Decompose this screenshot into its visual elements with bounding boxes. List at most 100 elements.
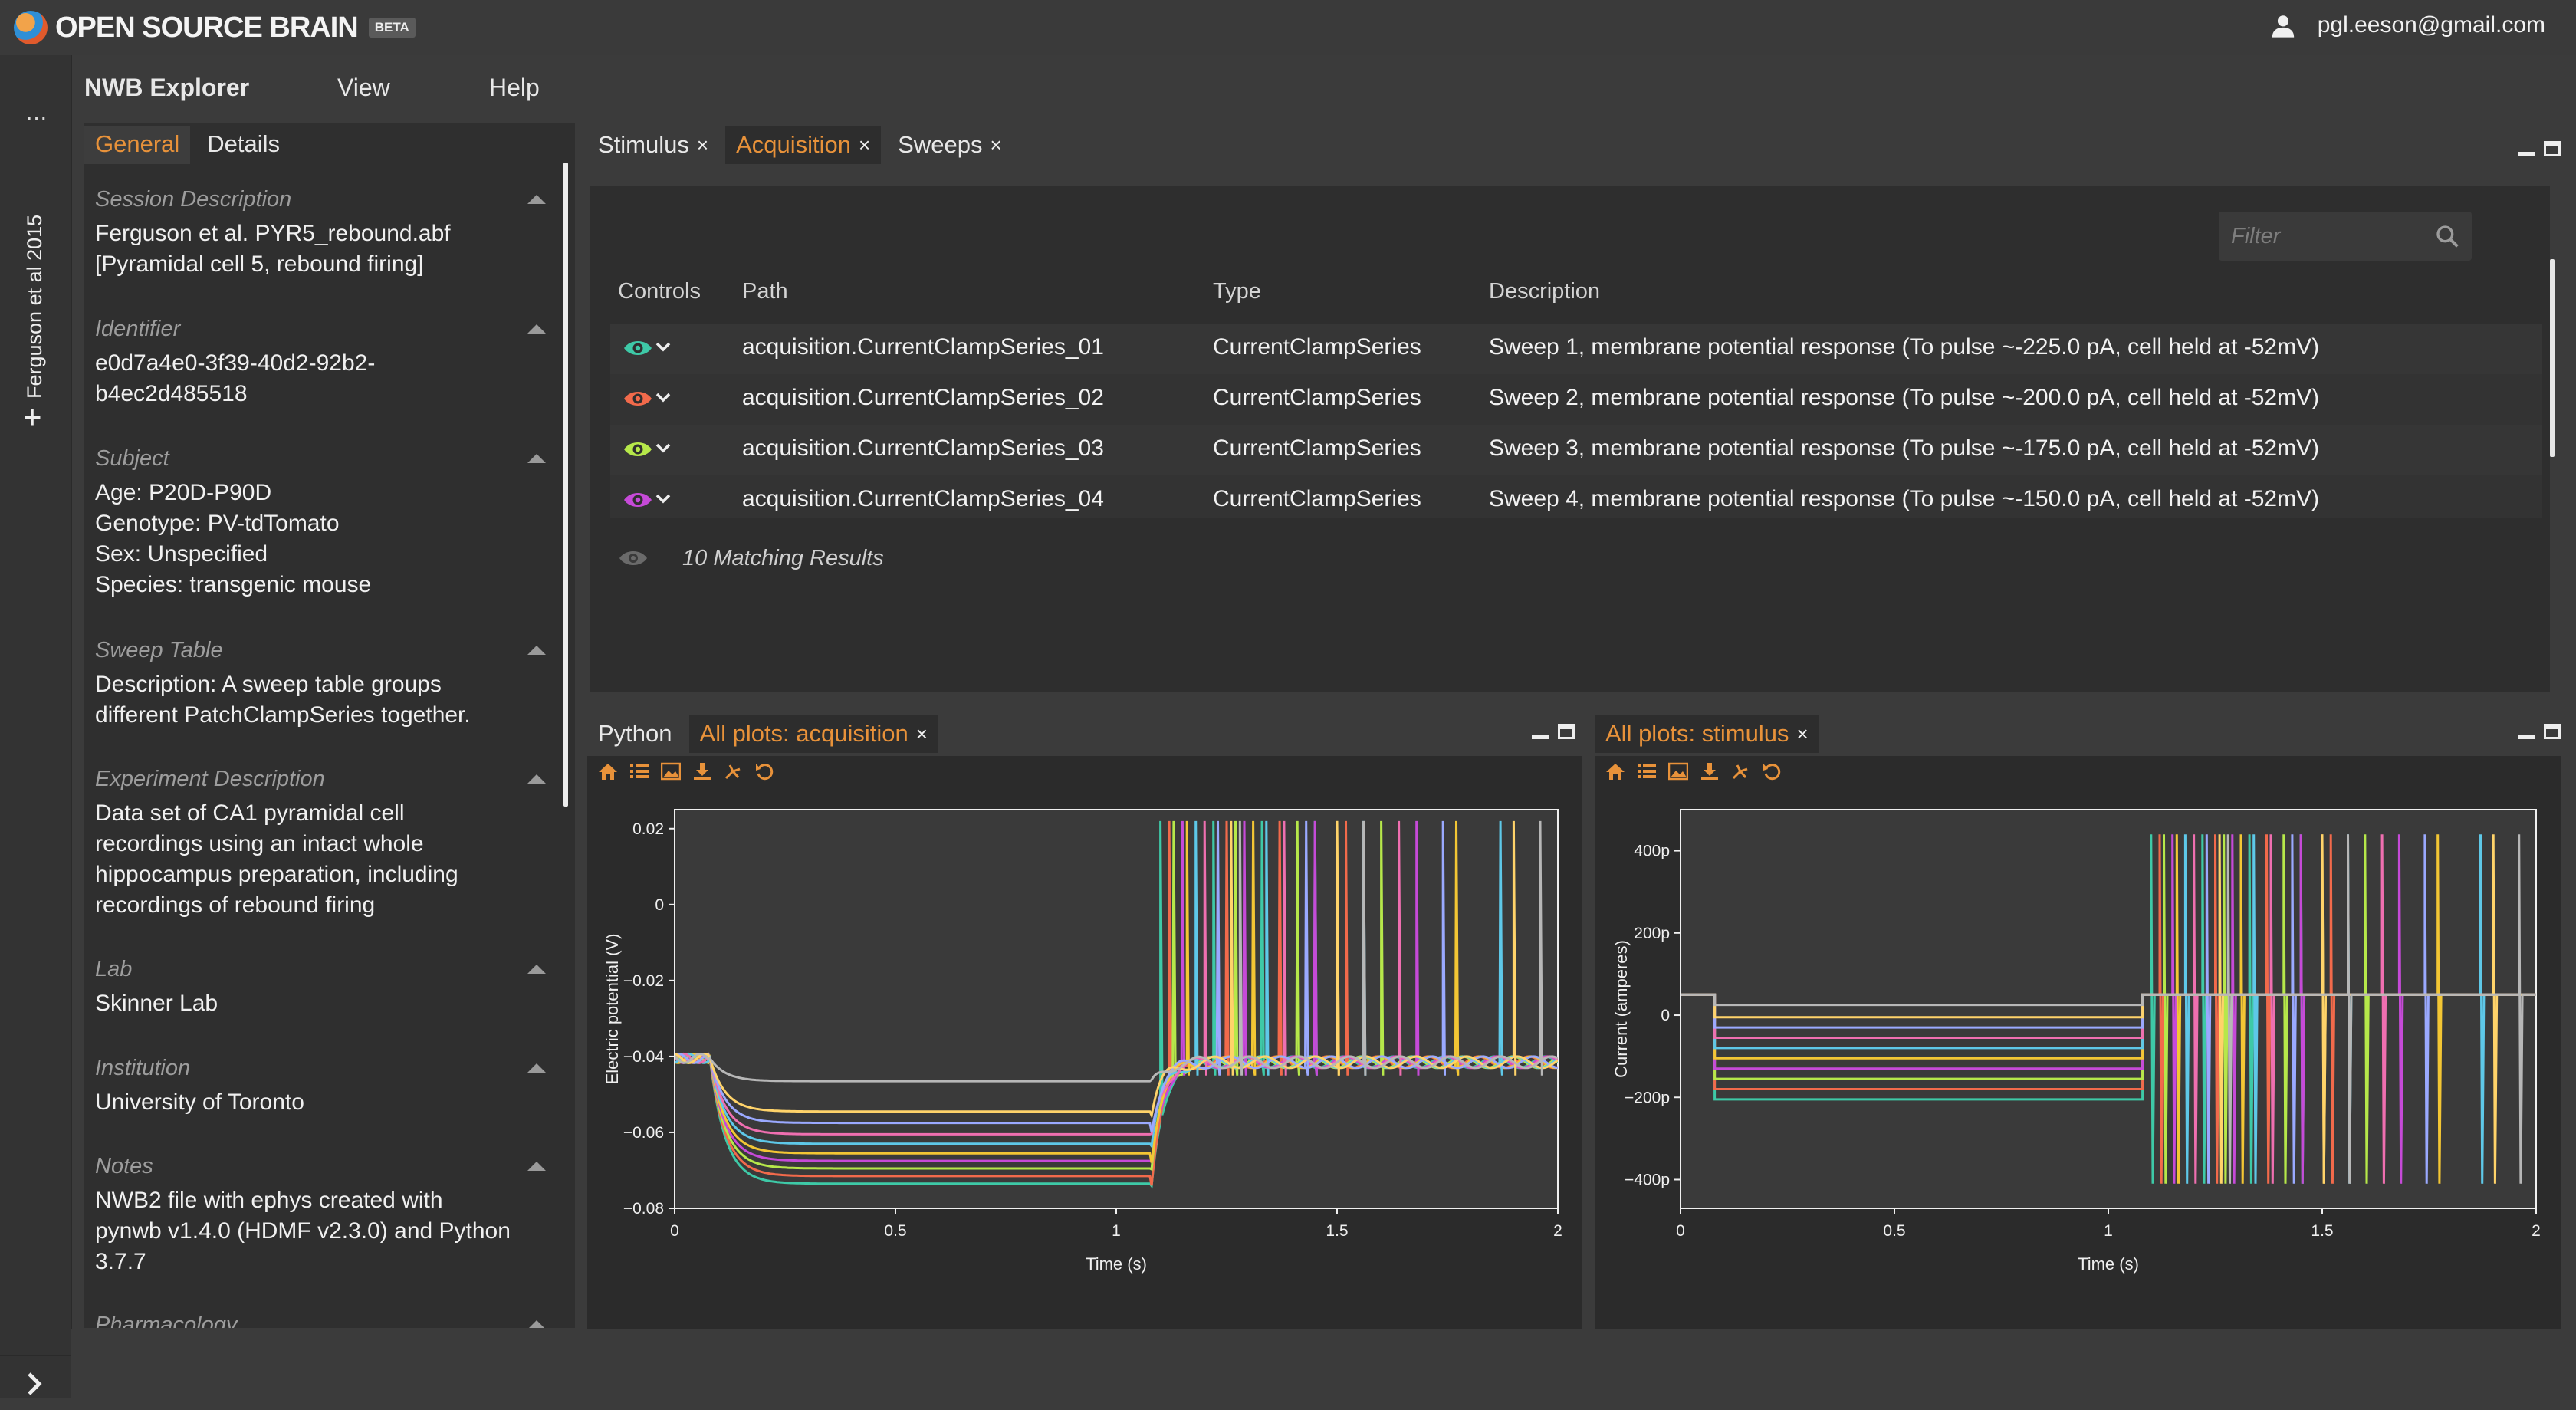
collapse-caret-icon[interactable] (527, 774, 546, 784)
tab-general[interactable]: General (84, 126, 191, 164)
tab-stimulus[interactable]: Stimulus × (587, 126, 719, 164)
acquisition-plot-content: 0 0.5 1 1.5 2 0.02 0 −0.02 −0.04 −0.06 −0.08 Time (… (587, 756, 1582, 1329)
section-header[interactable]: Lab (95, 957, 133, 981)
maximize-icon[interactable] (2544, 724, 2561, 739)
metadata-scrollbar[interactable] (564, 163, 568, 807)
workspace-title[interactable]: Ferguson et al 2015 (23, 146, 54, 399)
table-row[interactable]: acquisition.CurrentClampSeries_03 Current… (610, 425, 2542, 475)
table-row[interactable]: acquisition.CurrentClampSeries_01 Current… (610, 324, 2542, 374)
close-icon[interactable]: × (696, 133, 709, 156)
close-icon[interactable]: × (915, 721, 928, 745)
tab-python[interactable]: Python (587, 715, 683, 753)
list-icon[interactable] (629, 762, 649, 781)
menu-nwb-explorer[interactable]: NWB Explorer (84, 74, 250, 101)
chevron-down-icon[interactable] (655, 442, 672, 454)
collapse-caret-icon[interactable] (527, 195, 546, 204)
autoscale-icon[interactable] (1731, 762, 1751, 781)
expand-rail-button[interactable] (0, 1355, 71, 1410)
cell-description: Sweep 3, membrane potential response (To… (1489, 435, 2320, 461)
reset-icon[interactable] (755, 762, 775, 781)
reset-icon[interactable] (1763, 762, 1783, 781)
search-icon[interactable] (2435, 224, 2459, 248)
brain-globe-icon (14, 11, 48, 44)
cell-path: acquisition.CurrentClampSeries_04 (742, 486, 1104, 511)
close-icon[interactable]: × (858, 133, 871, 156)
home-icon[interactable] (598, 762, 618, 781)
plot-toolbar (1605, 762, 1794, 781)
collapse-caret-icon[interactable] (527, 1063, 546, 1073)
stimulus-plot-panel: All plots: stimulus × 0 0.5 1 1.5 2 400p 200p 0… (1595, 710, 2561, 1329)
cell-description: Sweep 1, membrane potential response (To… (1489, 334, 2320, 360)
list-icon[interactable] (1637, 762, 1657, 781)
add-workspace-icon[interactable]: + (23, 399, 42, 435)
download-icon[interactable] (1700, 762, 1720, 781)
collapse-caret-icon[interactable] (527, 1162, 546, 1171)
image-icon[interactable] (1668, 762, 1689, 781)
osb-logo[interactable]: OPEN SOURCE BRAIN BETA (14, 9, 416, 46)
section-header[interactable]: Experiment Description (95, 767, 325, 791)
section-institution: Institution University of Toronto (95, 1056, 555, 1118)
close-icon[interactable]: × (990, 133, 1002, 156)
section-header[interactable]: Subject (95, 446, 169, 471)
minimize-icon[interactable] (2518, 735, 2535, 739)
x-axis-label: Time (s) (2078, 1254, 2139, 1274)
eye-icon[interactable] (623, 489, 653, 511)
chevron-down-icon[interactable] (655, 340, 672, 353)
table-row[interactable]: acquisition.CurrentClampSeries_04 Current… (610, 475, 2542, 518)
user-menu[interactable]: pgl.eeson@gmail.com (2270, 12, 2545, 38)
y-tick-label: 200p (1634, 925, 1670, 942)
menu-view[interactable]: View (337, 74, 390, 101)
section-session-description: Session Description Ferguson et al. PYR5… (95, 187, 555, 280)
minimize-icon[interactable] (2518, 152, 2535, 156)
maximize-icon[interactable] (1558, 724, 1575, 739)
image-icon[interactable] (660, 762, 682, 781)
section-header[interactable]: Notes (95, 1154, 153, 1178)
section-value: University of Toronto (95, 1090, 304, 1115)
collapse-caret-icon[interactable] (527, 1320, 546, 1328)
collapse-caret-icon[interactable] (527, 454, 546, 463)
tab-all-plots-stimulus[interactable]: All plots: stimulus × (1595, 715, 1819, 753)
maximize-icon[interactable] (2544, 141, 2561, 156)
table-scrollbar[interactable] (2550, 259, 2555, 457)
section-header[interactable]: Session Description (95, 187, 292, 212)
section-header[interactable]: Pharmacology (95, 1313, 238, 1328)
user-email: pgl.eeson@gmail.com (2317, 12, 2545, 38)
minimize-icon[interactable] (1532, 735, 1549, 739)
download-icon[interactable] (692, 762, 712, 781)
x-tick-label: 0.5 (1883, 1222, 1905, 1240)
filter-input[interactable] (2229, 219, 2424, 253)
home-icon[interactable] (1605, 762, 1625, 781)
y-tick-label: −200p (1625, 1089, 1670, 1106)
stimulus-chart[interactable]: 0 0.5 1 1.5 2 400p 200p 0 −200p −400p Time (s) Curr… (1595, 790, 2561, 1326)
section-header[interactable]: Sweep Table (95, 638, 223, 662)
eye-icon[interactable] (623, 337, 653, 359)
collapse-caret-icon[interactable] (527, 324, 546, 334)
column-description[interactable]: Description (1489, 279, 1601, 304)
tab-all-plots-acquisition[interactable]: All plots: acquisition × (688, 715, 938, 753)
eye-icon[interactable] (623, 439, 653, 460)
metadata-tabs: General Details (84, 126, 297, 164)
column-path[interactable]: Path (742, 279, 788, 304)
column-controls[interactable]: Controls (618, 279, 701, 304)
chevron-down-icon[interactable] (655, 391, 672, 403)
eye-icon[interactable] (623, 388, 653, 409)
x-axis-label: Time (s) (1086, 1254, 1147, 1274)
more-options-icon[interactable]: ... (26, 100, 48, 125)
tab-acquisition[interactable]: Acquisition × (725, 126, 882, 164)
autoscale-icon[interactable] (724, 762, 744, 781)
chevron-down-icon[interactable] (655, 492, 672, 505)
menu-help[interactable]: Help (489, 74, 540, 101)
close-icon[interactable]: × (1796, 721, 1809, 745)
table-row[interactable]: acquisition.CurrentClampSeries_02 Current… (610, 374, 2542, 425)
acquisition-table: Controls Path Type Description acquisiti… (590, 186, 2550, 692)
section-header[interactable]: Identifier (95, 317, 181, 341)
column-type[interactable]: Type (1213, 279, 1261, 304)
tab-details[interactable]: Details (207, 130, 281, 157)
collapse-caret-icon[interactable] (527, 965, 546, 974)
window-controls (1532, 724, 1575, 739)
tab-sweeps[interactable]: Sweeps × (887, 126, 1012, 164)
collapse-caret-icon[interactable] (527, 646, 546, 655)
acquisition-chart[interactable]: 0 0.5 1 1.5 2 0.02 0 −0.02 −0.04 −0.06 −0.08 Time (… (587, 790, 1582, 1326)
eye-icon[interactable] (618, 547, 649, 569)
section-header[interactable]: Institution (95, 1056, 191, 1080)
